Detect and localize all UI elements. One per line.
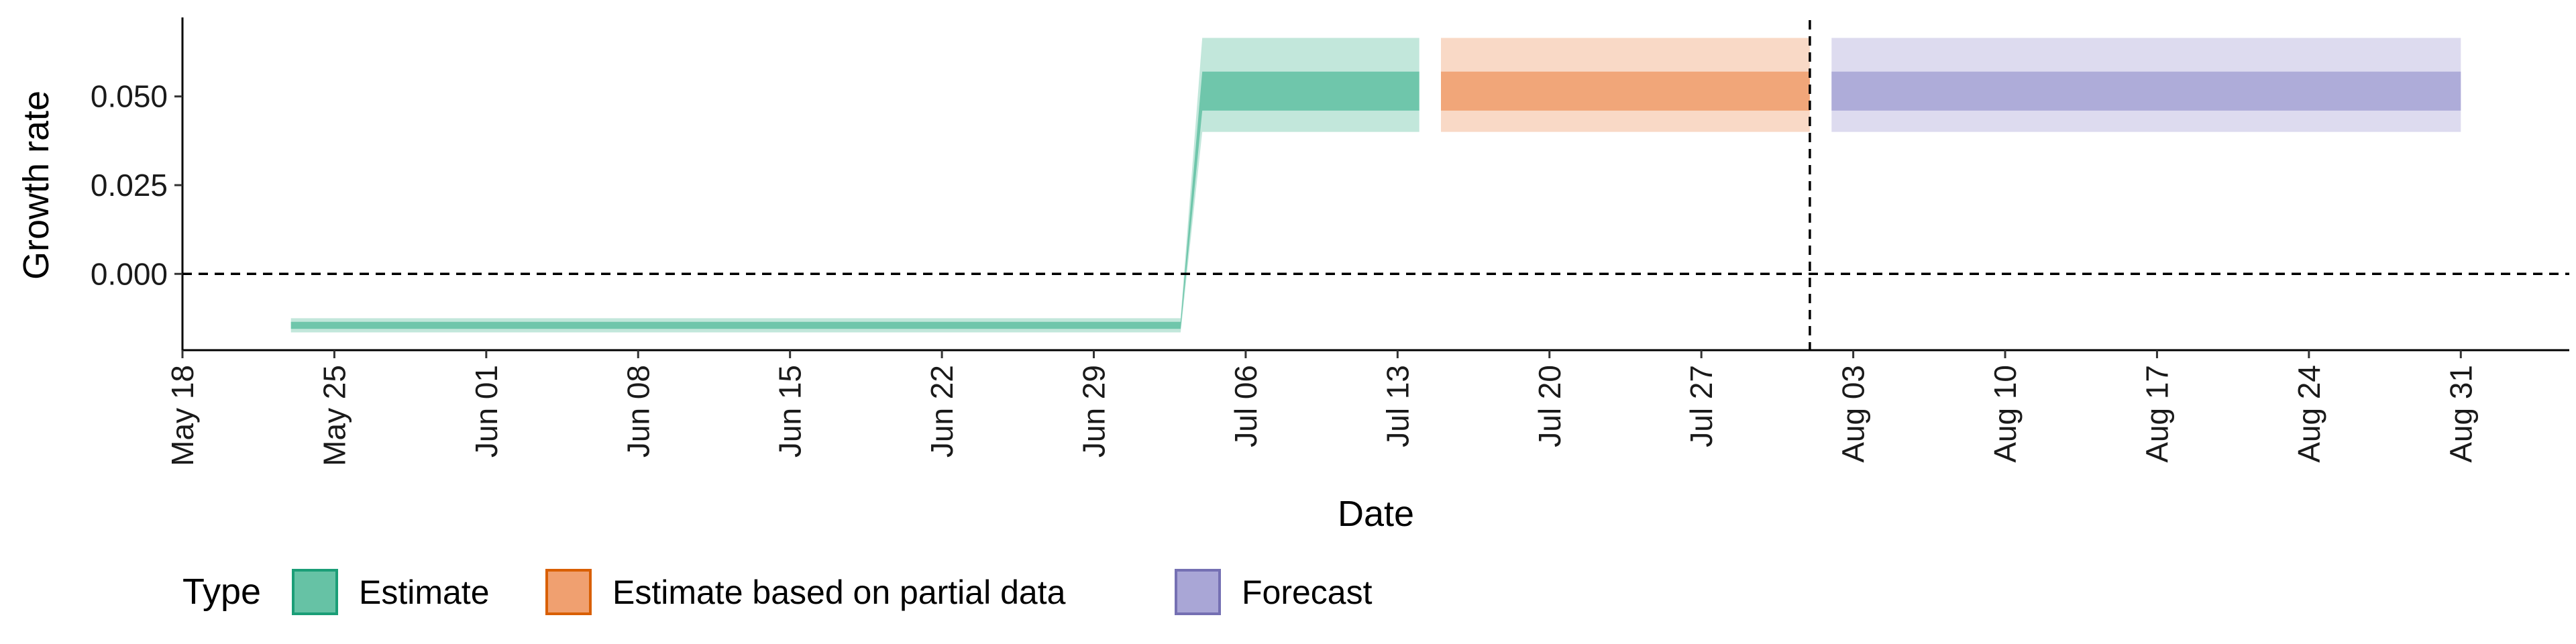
legend-label-estimate-based-on-partial-data: Estimate based on partial data xyxy=(612,574,1066,611)
x-tick-label: Aug 31 xyxy=(2443,365,2478,463)
x-tick-label: Aug 17 xyxy=(2139,365,2174,463)
x-axis-title: Date xyxy=(1338,494,1414,534)
x-tick-label: Jul 27 xyxy=(1684,365,1719,447)
legend-key-estimate xyxy=(292,569,338,615)
legend-label-estimate: Estimate xyxy=(359,574,490,611)
x-tick-label: Aug 24 xyxy=(2292,365,2326,463)
axes-layer: 0.000 0.025 0.050 May 18 May 25 Jun 01 Jun 08 J… xyxy=(91,17,2569,466)
x-tick-label: Jun 22 xyxy=(924,365,959,458)
y-tick-label: 0.025 xyxy=(91,168,168,203)
x-tick-label: Jul 13 xyxy=(1380,365,1415,447)
legend-label-forecast: Forecast xyxy=(1242,574,1373,611)
legend-key-estimate-based-on-partial-data xyxy=(545,569,592,615)
x-tick-label: Aug 10 xyxy=(1988,365,2023,463)
x-tick-label: Jul 06 xyxy=(1228,365,1263,447)
ribbon-50-estimate xyxy=(290,71,1419,329)
ribbon-50-estimate-based-on-partial-data xyxy=(1441,71,1810,111)
reference-lines xyxy=(182,20,2569,350)
y-tick-label: 0.050 xyxy=(91,79,168,114)
ribbon-layer xyxy=(290,38,2461,333)
legend-title: Type xyxy=(182,572,261,612)
x-tick-label: May 25 xyxy=(317,365,352,466)
legend: Type Estimate Estimate based on partial da… xyxy=(182,569,1373,615)
x-tick-label: Jun 01 xyxy=(469,365,504,458)
x-tick-label: Jul 20 xyxy=(1532,365,1567,447)
x-tick-label: Jun 29 xyxy=(1077,365,1112,458)
ribbon-50-forecast xyxy=(1831,71,2461,111)
x-tick-label: Aug 03 xyxy=(1836,365,1871,463)
legend-key-forecast xyxy=(1175,569,1221,615)
y-tick-label: 0.000 xyxy=(91,256,168,291)
x-tick-label: May 18 xyxy=(165,365,200,466)
y-axis-title: Growth rate xyxy=(16,91,56,280)
x-tick-label: Jun 08 xyxy=(621,365,655,458)
x-tick-label: Jun 15 xyxy=(773,365,808,458)
